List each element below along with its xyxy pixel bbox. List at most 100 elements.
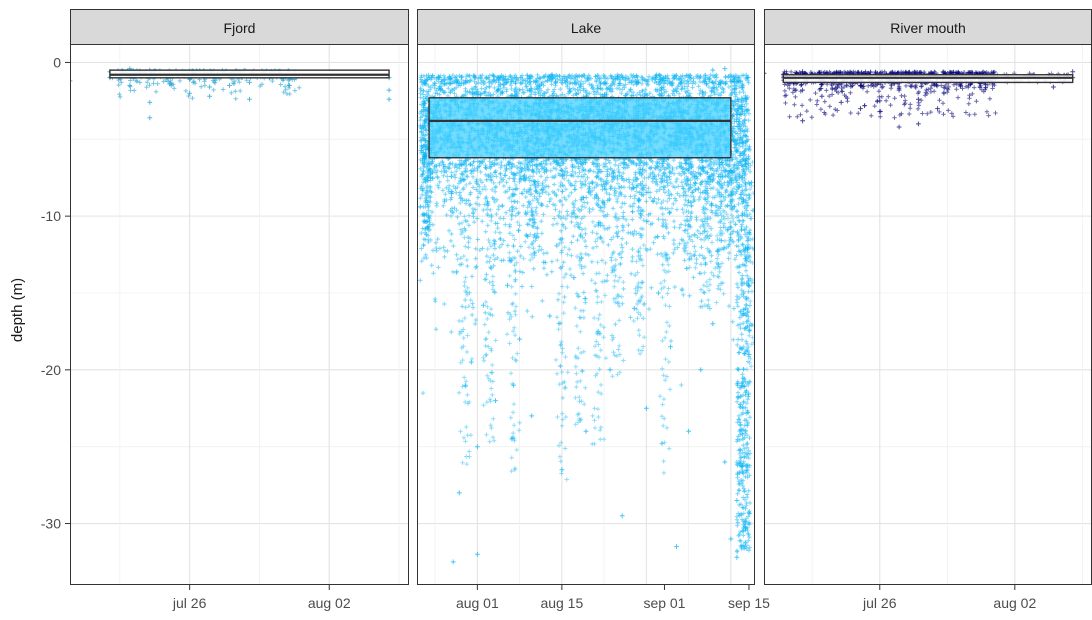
data-point bbox=[628, 230, 633, 236]
data-point bbox=[687, 234, 692, 240]
data-point bbox=[531, 246, 536, 251]
data-point bbox=[470, 185, 476, 190]
data-point bbox=[177, 78, 183, 84]
data-point bbox=[679, 87, 684, 92]
data-point bbox=[449, 231, 454, 237]
data-point bbox=[704, 81, 709, 86]
data-point bbox=[151, 81, 156, 86]
data-point bbox=[562, 176, 567, 181]
data-point bbox=[460, 187, 466, 192]
data-point bbox=[697, 194, 703, 200]
data-point bbox=[698, 287, 704, 292]
data-point bbox=[147, 100, 153, 105]
data-point bbox=[702, 211, 707, 216]
data-point bbox=[579, 216, 584, 221]
data-point bbox=[580, 174, 586, 179]
data-point bbox=[419, 246, 424, 251]
data-point bbox=[287, 83, 292, 88]
data-point bbox=[646, 74, 652, 79]
facet-title: Fjord bbox=[224, 20, 256, 36]
data-point bbox=[147, 115, 153, 121]
data-point bbox=[642, 175, 647, 181]
data-point bbox=[163, 77, 169, 83]
data-point bbox=[232, 78, 238, 84]
data-point bbox=[238, 88, 243, 94]
data-point bbox=[621, 210, 626, 215]
data-point bbox=[475, 237, 480, 242]
data-point bbox=[297, 85, 302, 90]
data-point bbox=[187, 90, 192, 96]
data-point bbox=[270, 78, 275, 84]
data-point bbox=[561, 260, 566, 265]
data-point bbox=[573, 179, 578, 184]
data-point bbox=[535, 226, 540, 231]
data-point bbox=[690, 85, 695, 90]
data-point bbox=[457, 158, 462, 163]
data-point bbox=[199, 84, 204, 89]
data-point bbox=[467, 181, 473, 186]
data-point bbox=[616, 185, 622, 191]
data-point bbox=[431, 271, 436, 276]
data-point bbox=[419, 230, 424, 236]
data-point bbox=[498, 175, 504, 181]
data-point bbox=[492, 189, 498, 194]
data-point bbox=[492, 290, 498, 295]
data-point bbox=[386, 96, 392, 102]
data-point bbox=[718, 247, 724, 252]
data-point bbox=[464, 72, 470, 78]
data-point bbox=[589, 259, 595, 264]
data-point bbox=[582, 172, 588, 177]
data-point bbox=[708, 216, 713, 221]
data-point bbox=[244, 78, 249, 83]
data-point bbox=[681, 246, 687, 251]
data-point bbox=[746, 118, 751, 123]
data-point bbox=[726, 84, 732, 90]
data-point bbox=[464, 162, 469, 168]
data-point bbox=[454, 208, 459, 213]
data-point bbox=[472, 166, 477, 171]
data-point bbox=[711, 185, 716, 191]
data-point bbox=[147, 82, 152, 88]
data-point bbox=[212, 80, 218, 85]
data-point bbox=[620, 236, 625, 241]
data-point bbox=[530, 163, 535, 168]
data-point bbox=[569, 73, 575, 78]
data-point bbox=[145, 80, 150, 85]
data-point bbox=[523, 194, 528, 200]
data-point bbox=[708, 72, 713, 78]
data-point bbox=[548, 168, 553, 173]
data-point bbox=[612, 193, 618, 198]
panel-border bbox=[70, 44, 409, 585]
data-point bbox=[543, 161, 548, 167]
data-point bbox=[588, 192, 594, 197]
data-point bbox=[483, 229, 488, 234]
data-point bbox=[639, 172, 645, 177]
data-point bbox=[700, 190, 705, 195]
data-point bbox=[492, 257, 497, 262]
data-point bbox=[231, 81, 237, 86]
data-point bbox=[583, 231, 588, 236]
data-point bbox=[127, 83, 133, 88]
data-point bbox=[707, 174, 712, 179]
data-point bbox=[602, 186, 608, 192]
data-point bbox=[498, 171, 503, 176]
data-point bbox=[715, 166, 720, 171]
data-point bbox=[582, 238, 588, 244]
data-point bbox=[513, 187, 518, 192]
data-point bbox=[640, 280, 645, 285]
data-point bbox=[744, 214, 750, 219]
data-point bbox=[697, 271, 702, 276]
data-point bbox=[558, 183, 563, 189]
data-point bbox=[509, 205, 514, 210]
data-point bbox=[473, 246, 478, 251]
data-point bbox=[433, 327, 439, 332]
data-point bbox=[501, 183, 507, 189]
data-point bbox=[172, 86, 177, 91]
data-point bbox=[733, 94, 738, 99]
data-point bbox=[183, 88, 189, 94]
data-point bbox=[161, 79, 166, 84]
data-point bbox=[186, 93, 191, 99]
data-point bbox=[282, 84, 288, 89]
data-point bbox=[473, 256, 478, 261]
data-point bbox=[144, 85, 149, 90]
